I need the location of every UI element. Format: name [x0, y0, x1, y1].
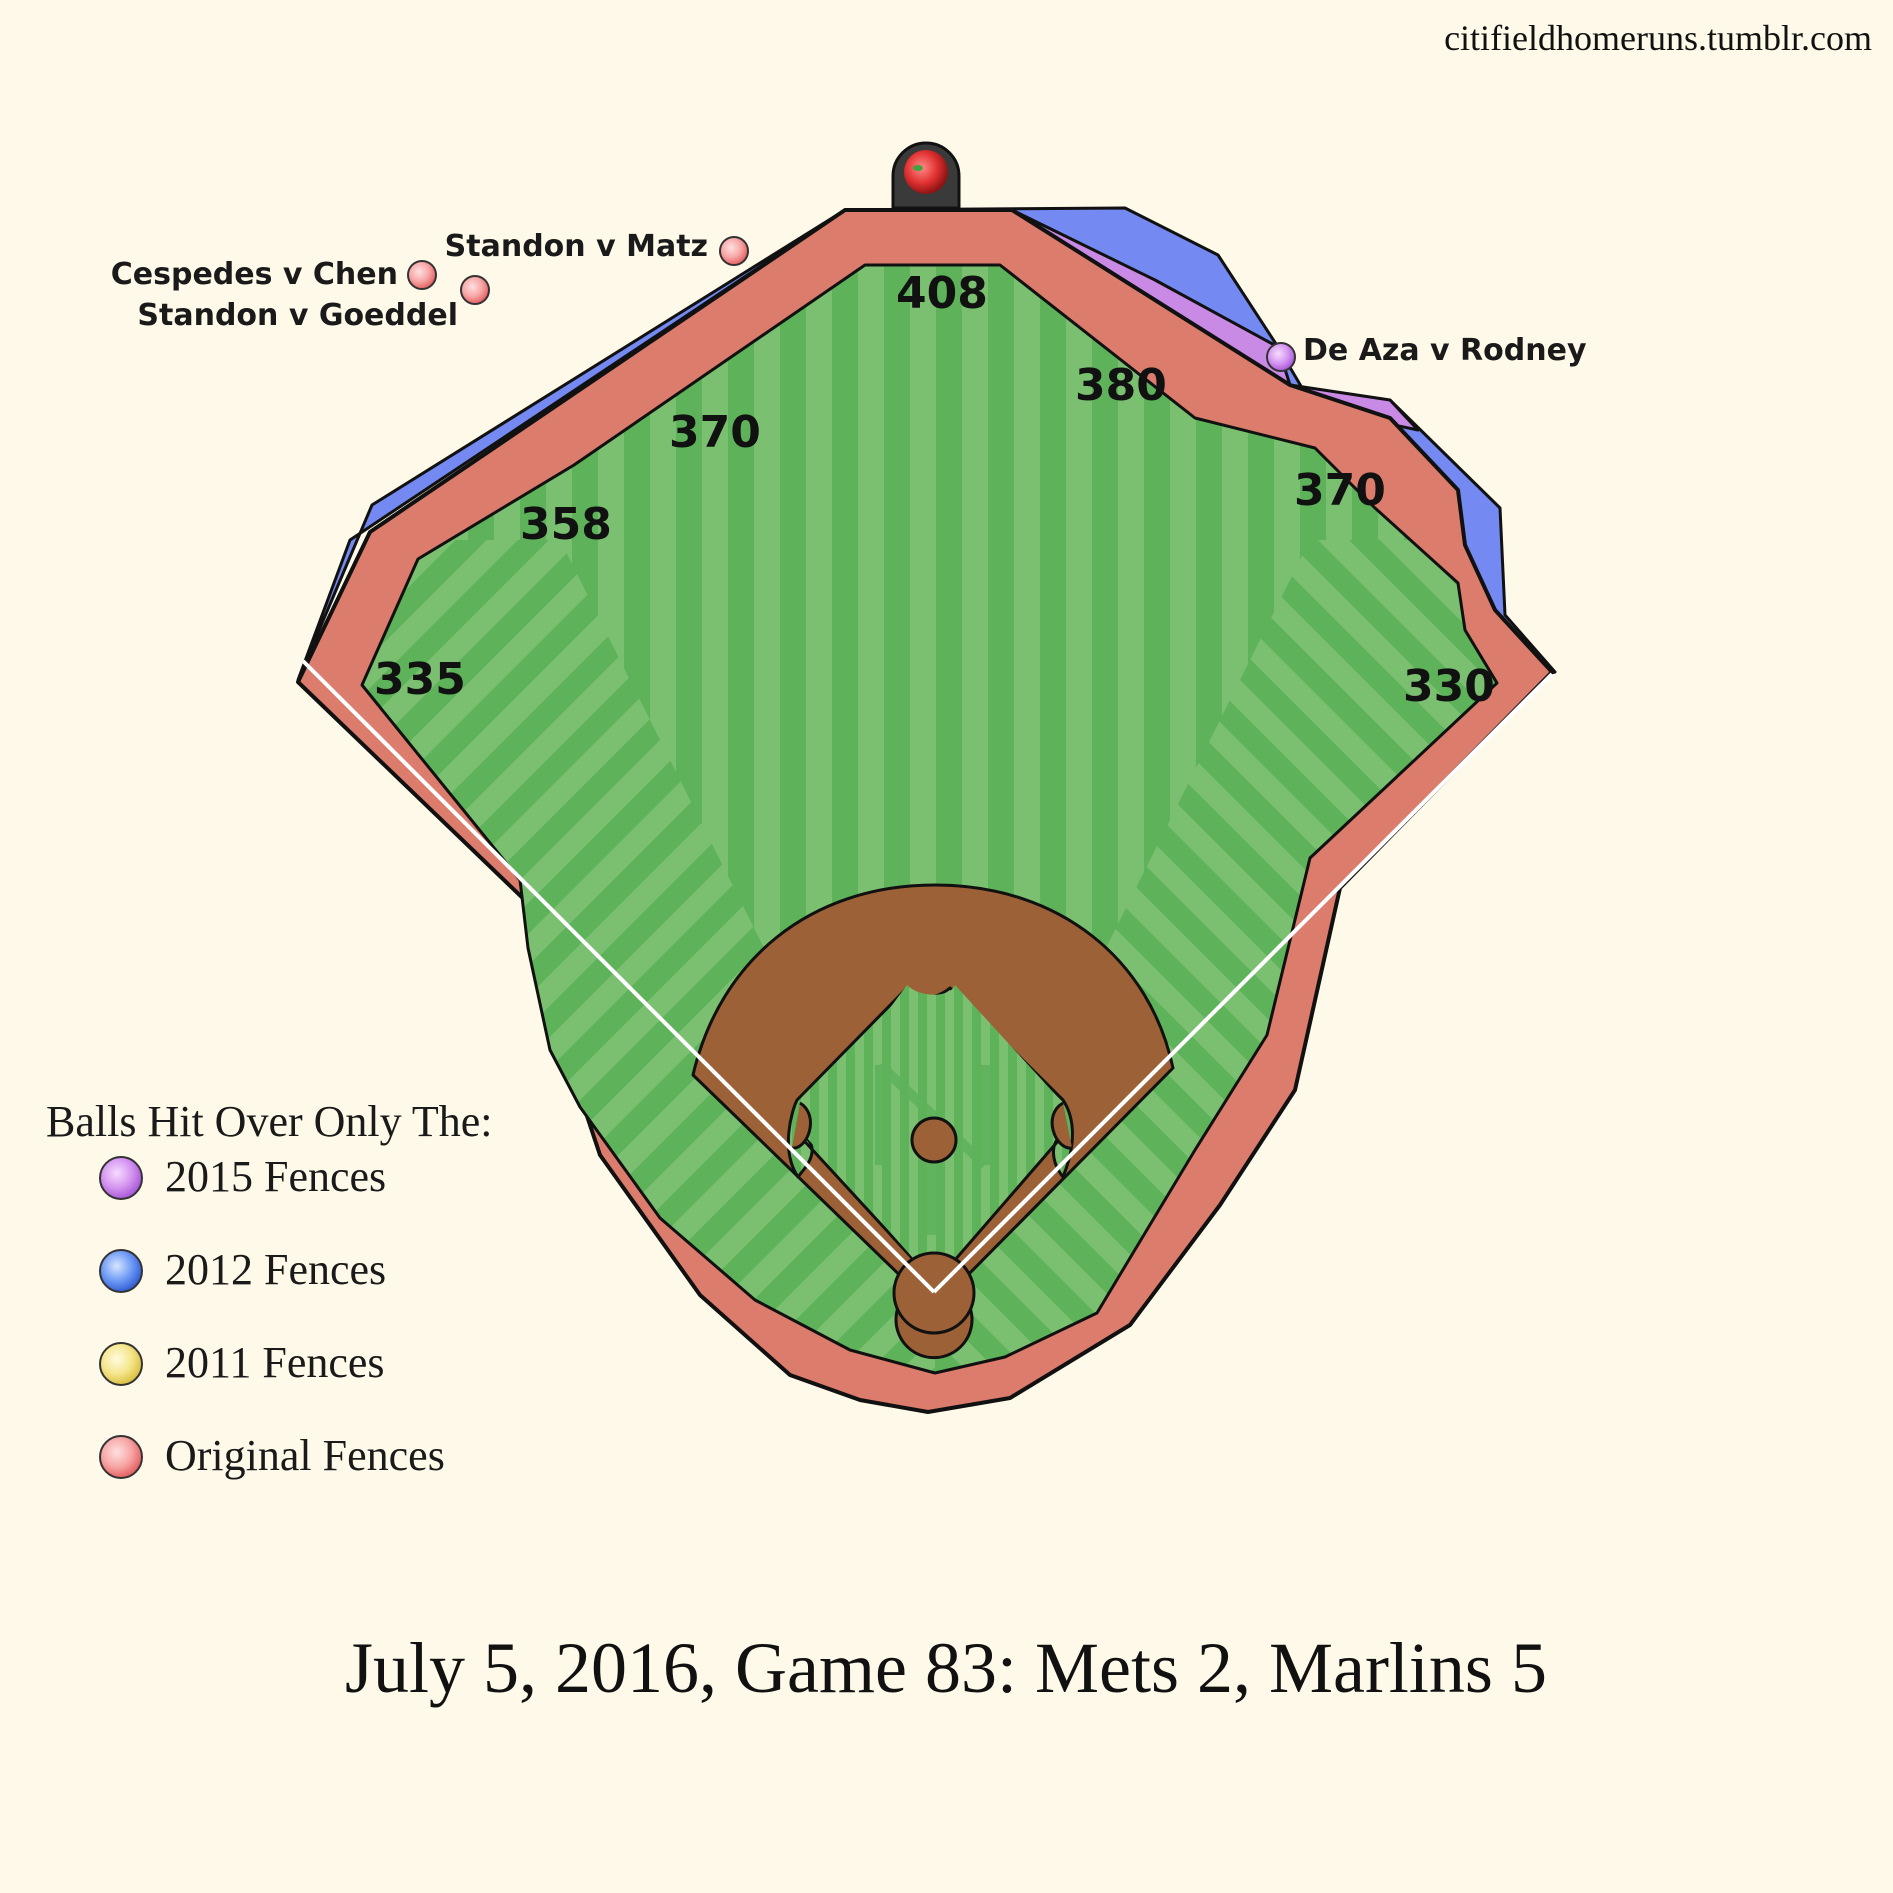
third-base-cutout — [791, 1101, 812, 1150]
field-outline — [360, 263, 1499, 1375]
distance-lf: 358 — [520, 499, 612, 550]
distance-cf: 408 — [896, 268, 988, 319]
svg-text:Standon v Matz: Standon v Matz — [445, 229, 708, 264]
left-foul-line — [301, 659, 936, 1294]
home-run-standon-goeddel: Standon v Goeddel — [137, 275, 490, 333]
home-run-apple — [891, 141, 961, 210]
distance-rf-line: 330 — [1403, 661, 1495, 712]
distance-lf-line: 335 — [374, 654, 466, 705]
distance-rf: 370 — [1294, 465, 1386, 516]
legend-swatch-2011 — [99, 1342, 143, 1386]
right-foul-line — [932, 672, 1554, 1294]
site-credit: citifieldhomeruns.tumblr.com — [1444, 18, 1872, 58]
distance-rcf: 380 — [1075, 360, 1167, 411]
pitchers-mound — [910, 1116, 958, 1164]
legend-item-2015: 2015 Fences — [99, 1152, 386, 1201]
page-title: July 5, 2016, Game 83: Mets 2, Marlins 5 — [345, 1628, 1547, 1708]
svg-text:Standon v Goeddel: Standon v Goeddel — [137, 298, 458, 333]
legend-swatch-2012 — [99, 1249, 143, 1293]
legend-swatch-original — [99, 1435, 143, 1479]
legend-title: Balls Hit Over Only The: — [46, 1097, 492, 1146]
legend-item-2011: 2011 Fences — [99, 1338, 385, 1387]
distance-lcf: 370 — [669, 407, 761, 458]
svg-text:Cespedes v Chen: Cespedes v Chen — [111, 257, 398, 292]
legend-item-2012: 2012 Fences — [99, 1245, 386, 1294]
home-run-standon-matz: Standon v Matz — [445, 229, 749, 266]
svg-text:2011 Fences: 2011 Fences — [165, 1338, 385, 1387]
legend-swatch-2015 — [99, 1156, 143, 1200]
svg-text:2012 Fences: 2012 Fences — [165, 1245, 386, 1294]
svg-text:2015 Fences: 2015 Fences — [165, 1152, 386, 1201]
home-run-de-aza-rodney: De Aza v Rodney — [1266, 333, 1587, 372]
home-run-cespedes-chen: Cespedes v Chen — [111, 257, 437, 292]
legend: Balls Hit Over Only The: 2015 Fences 201… — [46, 1097, 492, 1480]
first-base-cutout — [1050, 1101, 1073, 1150]
svg-text:Original Fences: Original Fences — [165, 1431, 445, 1480]
svg-text:De Aza v Rodney: De Aza v Rodney — [1303, 333, 1587, 368]
legend-item-original: Original Fences — [99, 1431, 445, 1480]
